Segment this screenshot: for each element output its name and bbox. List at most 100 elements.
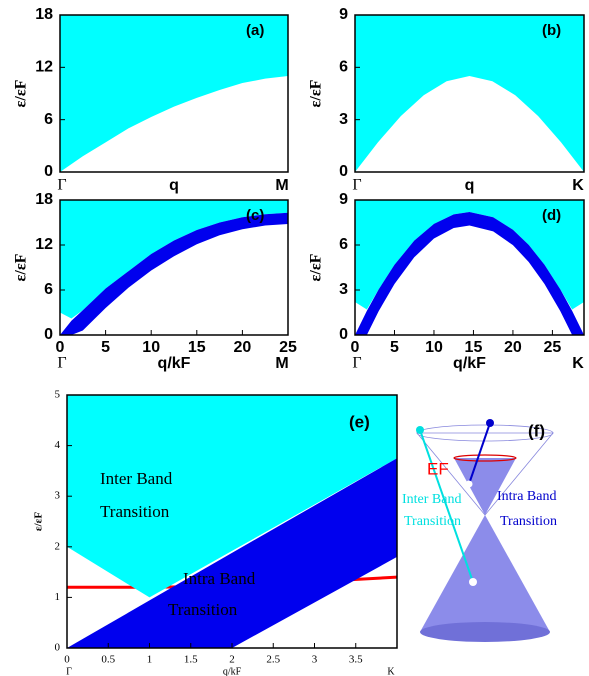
y-tick-label: 3 <box>55 490 61 502</box>
x-start-label: Γ <box>352 177 361 194</box>
x-tick-label: 5 <box>390 339 399 356</box>
filled-upper-cone <box>454 458 516 515</box>
intra-band-region <box>355 212 584 335</box>
panel-label: (a) <box>246 22 264 39</box>
intra-band-region <box>60 212 288 335</box>
x-end-label: K <box>572 355 584 372</box>
panel-label: (e) <box>349 412 370 431</box>
y-tick-label: 0 <box>339 163 348 180</box>
hole-dot <box>465 480 473 488</box>
annotation: Transition <box>168 600 238 619</box>
inter-label: Transition <box>404 514 461 529</box>
panel: 0 3 6 9 0 5 10 15 20 25 Γ q/kF Kε/εF (d) <box>308 191 585 372</box>
annotation: Transition <box>100 502 170 521</box>
y-tick-label: 0 <box>44 163 53 180</box>
x-axis-label: q/kF <box>223 666 242 676</box>
annotation: Intra Band <box>183 569 256 588</box>
y-tick-label: 6 <box>44 281 53 298</box>
x-tick-label: 25 <box>279 339 297 356</box>
x-tick-label: 0 <box>56 339 65 356</box>
annotation: Inter Band <box>100 469 173 488</box>
inter-band-region <box>355 15 584 172</box>
cone-base <box>420 622 550 642</box>
y-tick-label: 9 <box>339 191 348 208</box>
x-axis-label: q/kF <box>453 355 486 372</box>
y-tick-label: 2 <box>55 540 61 552</box>
inter-arrow <box>419 429 474 583</box>
y-tick-label: 3 <box>339 111 348 128</box>
lower-cone <box>420 515 550 632</box>
x-tick-label: 15 <box>465 339 483 356</box>
cone-diagram: EF (f) Inter Band Transition Intra Band … <box>402 419 557 642</box>
panel: 0 6 12 18 Γ q Mε/εF (a) <box>13 6 289 194</box>
y-tick-label: 12 <box>35 236 53 253</box>
x-tick-label: 20 <box>234 339 252 356</box>
x-axis-label: q <box>169 177 179 194</box>
y-axis-label: ε/εF <box>308 253 325 281</box>
y-tick-label: 12 <box>35 59 53 76</box>
panel: 0 1 2 3 4 5 0 0.5 1 1.5 2 2.5 3 3.5 Γ q/kF Kε/εF (e) Inter… <box>33 389 398 676</box>
y-tick-label: 6 <box>339 236 348 253</box>
upper-cone-outline <box>416 432 554 516</box>
y-tick-label: 6 <box>44 111 53 128</box>
fermi-level <box>453 454 517 462</box>
inter-band-region <box>355 200 584 310</box>
y-tick-label: 4 <box>55 439 61 451</box>
plot-frame <box>354 14 585 173</box>
x-tick-label: 2.5 <box>266 654 280 666</box>
y-tick-label: 18 <box>35 6 53 23</box>
fermi-label: EF <box>427 459 449 478</box>
panel: 0 6 12 18 0 5 10 15 20 25 Γ q/kF Mε/εF (c) <box>13 191 297 372</box>
intra-arrow <box>468 422 491 485</box>
y-axis-label: ε/εF <box>308 79 325 107</box>
x-axis-label: q/kF <box>158 355 191 372</box>
plot-frame <box>59 14 289 173</box>
y-tick-label: 1 <box>55 591 61 603</box>
y-tick-label: 5 <box>55 389 61 401</box>
inter-band-region <box>67 395 397 598</box>
x-start-label: Γ <box>66 666 72 676</box>
x-tick-label: 10 <box>142 339 160 356</box>
x-tick-label: 1.5 <box>184 654 198 666</box>
x-tick-label: 20 <box>504 339 522 356</box>
intra-arrow-head <box>486 419 494 427</box>
x-tick-label: 3.5 <box>349 654 363 666</box>
x-tick-label: 0 <box>64 654 70 666</box>
y-tick-label: 6 <box>339 59 348 76</box>
plot-frame <box>59 199 289 336</box>
y-tick-label: 0 <box>44 326 53 343</box>
panel-label: (b) <box>542 22 561 39</box>
inter-band-region <box>60 200 288 319</box>
intra-label: Transition <box>500 514 557 529</box>
x-tick-label: 3 <box>312 654 318 666</box>
hole-dot <box>469 578 477 586</box>
y-tick-label: 0 <box>339 326 348 343</box>
x-end-label: M <box>275 355 288 372</box>
x-tick-label: 10 <box>425 339 443 356</box>
inter-arrow-head <box>416 426 424 434</box>
x-tick-label: 5 <box>101 339 110 356</box>
cone-top <box>416 424 554 442</box>
inter-band-region <box>60 15 288 172</box>
y-axis-label: ε/εF <box>33 512 45 531</box>
x-tick-label: 1 <box>147 654 153 666</box>
x-tick-label: 15 <box>188 339 206 356</box>
x-start-label: Γ <box>57 355 66 372</box>
x-axis-label: q <box>465 177 475 194</box>
panel-label: (d) <box>542 207 561 224</box>
x-start-label: Γ <box>352 355 361 372</box>
intra-label: Intra Band <box>497 489 556 504</box>
x-tick-label: 0.5 <box>101 654 115 666</box>
x-start-label: Γ <box>57 177 66 194</box>
x-tick-label: 25 <box>544 339 562 356</box>
x-tick-label: 0 <box>351 339 360 356</box>
y-axis-label: ε/εF <box>13 79 30 107</box>
x-end-label: K <box>572 177 584 194</box>
y-tick-label: 18 <box>35 191 53 208</box>
y-tick-label: 3 <box>339 281 348 298</box>
plot-frame <box>354 199 585 336</box>
panel-label: (c) <box>246 207 264 224</box>
y-tick-label: 0 <box>55 642 61 654</box>
panel-label: (f) <box>528 421 545 440</box>
